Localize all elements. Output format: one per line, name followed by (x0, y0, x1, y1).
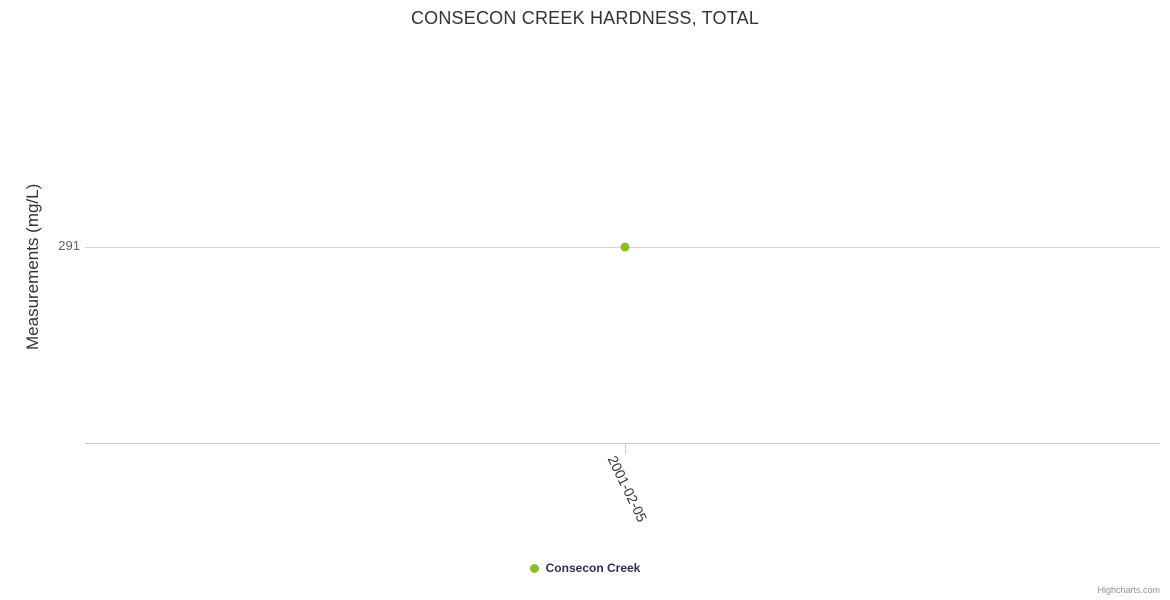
x-axis-tick-label: 2001-02-05 (604, 453, 651, 525)
chart-legend: Consecon Creek (0, 561, 1170, 575)
y-axis-title: Measurements (mg/L) (23, 183, 42, 350)
x-axis-tick-mark (625, 444, 626, 454)
plot-area (85, 40, 1160, 444)
x-axis-line (85, 443, 1160, 444)
y-axis-tick-label: 291 (58, 238, 80, 253)
chart-title: CONSECON CREEK HARDNESS, TOTAL (410, 8, 760, 28)
data-point-consecon-creek[interactable] (620, 242, 630, 252)
highcharts-credits-link[interactable]: Highcharts.com (1097, 585, 1160, 595)
legend-item-label: Consecon Creek (545, 561, 641, 575)
legend-marker-circle-icon (529, 563, 539, 573)
legend-item-consecon-creek[interactable]: Consecon Creek (529, 561, 641, 575)
